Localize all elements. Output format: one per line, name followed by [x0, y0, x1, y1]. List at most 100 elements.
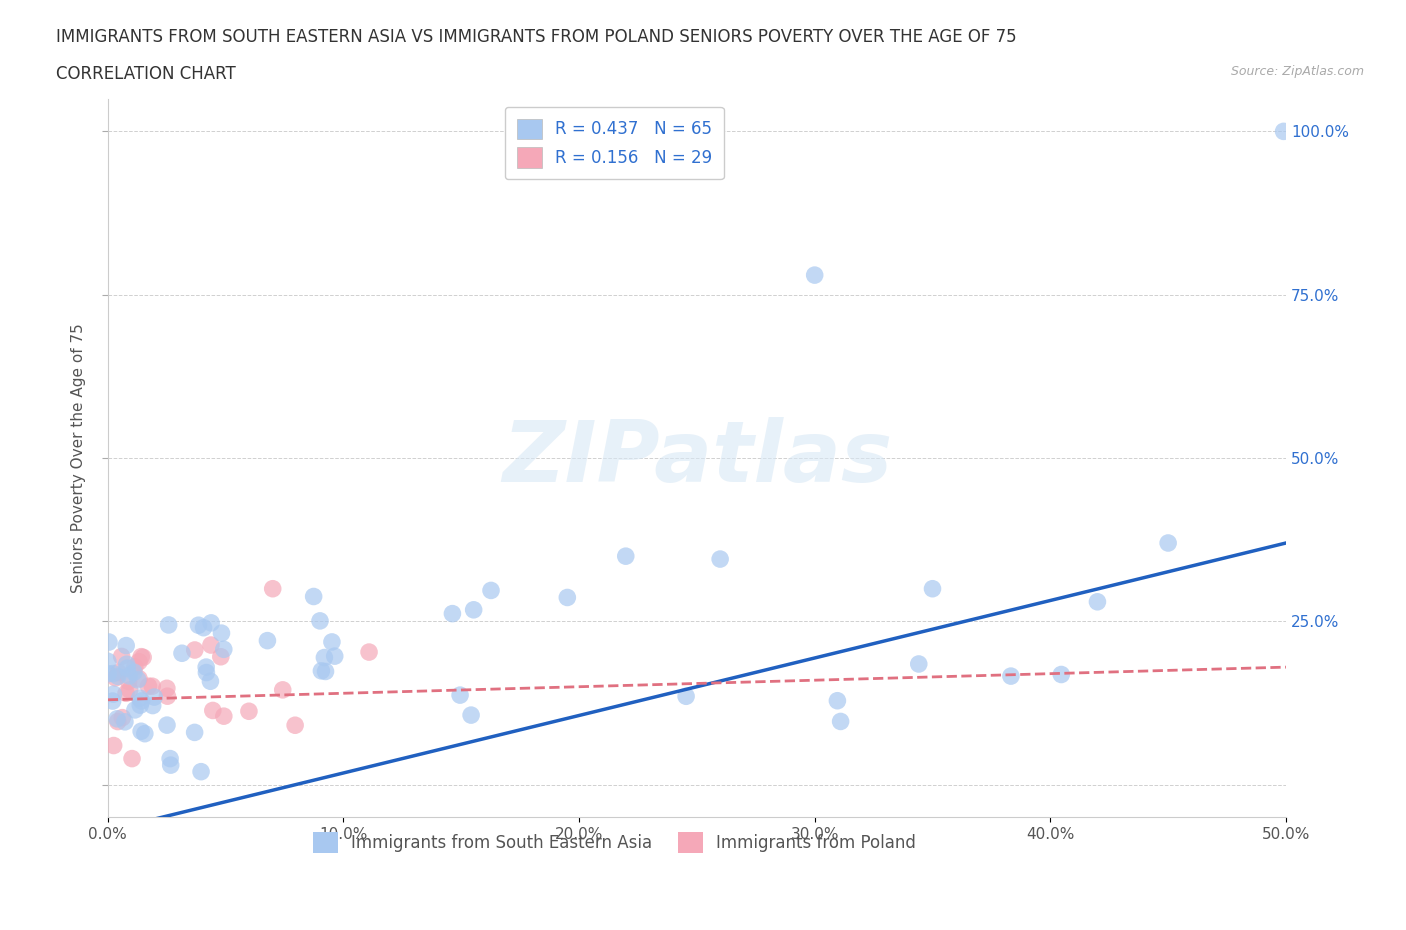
Point [103, 666, 125, 681]
Point [449, 687, 471, 702]
Point [132, 650, 155, 665]
Point [212, 642, 235, 657]
Point [156, 718, 179, 733]
Point [122, 665, 145, 680]
Point [159, 751, 181, 766]
Point [675, 689, 697, 704]
Point [262, 581, 284, 596]
Point [111, 711, 134, 725]
Point [803, 268, 825, 283]
Point [614, 549, 637, 564]
Point [321, 634, 343, 649]
Point [195, 659, 218, 674]
Point [357, 644, 380, 659]
Point [200, 616, 222, 631]
Point [309, 614, 332, 629]
Point [129, 724, 152, 738]
Point [97, 667, 120, 682]
Point [117, 674, 139, 689]
Point [104, 671, 127, 685]
Point [134, 726, 156, 741]
Point [200, 674, 222, 689]
Point [156, 689, 179, 704]
Point [129, 698, 152, 712]
Point [157, 618, 180, 632]
Point [105, 711, 128, 726]
Text: ZIPatlas: ZIPatlas [502, 417, 891, 499]
Point [124, 659, 146, 674]
Text: Source: ZipAtlas.com: Source: ZipAtlas.com [1230, 65, 1364, 78]
Point [107, 665, 129, 680]
Point [479, 583, 502, 598]
Point [212, 709, 235, 724]
Point [128, 691, 150, 706]
Point [463, 603, 485, 618]
Point [118, 683, 141, 698]
Point [1272, 124, 1295, 139]
Point [129, 649, 152, 664]
Point [441, 606, 464, 621]
Point [209, 649, 232, 664]
Point [315, 664, 337, 679]
Point [907, 657, 929, 671]
Point [921, 581, 943, 596]
Point [156, 681, 179, 696]
Point [830, 714, 852, 729]
Point [271, 683, 294, 698]
Point [284, 718, 307, 733]
Legend: Immigrants from South Eastern Asia, Immigrants from Poland: Immigrants from South Eastern Asia, Immi… [307, 826, 922, 859]
Point [117, 660, 139, 675]
Point [238, 704, 260, 719]
Point [107, 669, 129, 684]
Point [187, 618, 209, 632]
Point [142, 698, 165, 713]
Point [143, 690, 166, 705]
Point [460, 708, 482, 723]
Point [111, 649, 134, 664]
Text: IMMIGRANTS FROM SOUTH EASTERN ASIA VS IMMIGRANTS FROM POLAND SENIORS POVERTY OVE: IMMIGRANTS FROM SOUTH EASTERN ASIA VS IM… [56, 28, 1017, 46]
Point [1050, 667, 1073, 682]
Point [314, 650, 336, 665]
Point [183, 725, 205, 740]
Point [193, 620, 215, 635]
Point [128, 655, 150, 670]
Point [115, 657, 138, 671]
Point [138, 679, 160, 694]
Point [159, 758, 181, 773]
Point [131, 694, 153, 709]
Point [709, 551, 731, 566]
Point [118, 669, 141, 684]
Point [190, 764, 212, 779]
Point [827, 693, 849, 708]
Point [170, 645, 193, 660]
Point [97, 654, 120, 669]
Point [211, 626, 233, 641]
Point [323, 649, 346, 664]
Text: CORRELATION CHART: CORRELATION CHART [56, 65, 236, 83]
Point [107, 714, 129, 729]
Point [141, 679, 163, 694]
Point [557, 590, 579, 604]
Point [101, 694, 124, 709]
Y-axis label: Seniors Poverty Over the Age of 75: Seniors Poverty Over the Age of 75 [72, 324, 86, 593]
Point [127, 672, 149, 687]
Point [311, 663, 333, 678]
Point [184, 643, 207, 658]
Point [200, 638, 222, 653]
Point [128, 671, 150, 686]
Point [195, 665, 218, 680]
Point [115, 685, 138, 700]
Point [97, 634, 120, 649]
Point [103, 686, 125, 701]
Point [1000, 669, 1022, 684]
Point [124, 702, 146, 717]
Point [1157, 536, 1180, 551]
Point [103, 738, 125, 753]
Point [121, 751, 143, 766]
Point [201, 703, 224, 718]
Point [115, 638, 138, 653]
Point [302, 589, 325, 604]
Point [114, 714, 136, 729]
Point [256, 633, 278, 648]
Point [1087, 594, 1109, 609]
